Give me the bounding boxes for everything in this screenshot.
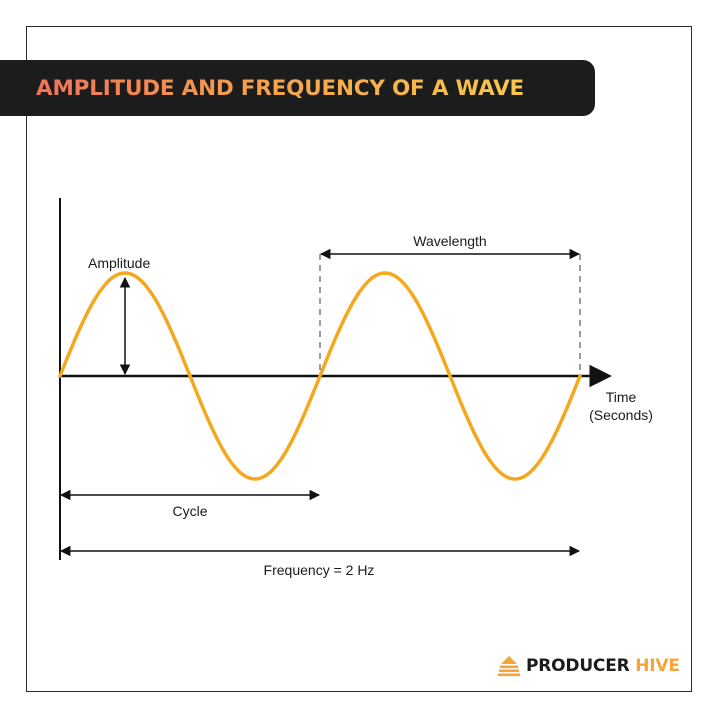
frequency-label: Frequency = 2 Hz [264, 562, 375, 578]
wavelength-label: Wavelength [413, 233, 486, 249]
cycle-label: Cycle [172, 503, 207, 519]
amplitude-label: Amplitude [88, 255, 150, 271]
page-title: AMPLITUDE AND FREQUENCY OF A WAVE [36, 75, 525, 101]
producer-hive-logo: PRODUCER HIVE [498, 654, 680, 678]
brand-name-accent: HIVE [635, 656, 680, 676]
sine-wave [58, 271, 582, 481]
time-axis-unit-label: (Seconds) [589, 407, 653, 423]
brand-name-primary: PRODUCER [526, 656, 630, 676]
brand-name: PRODUCER HIVE [526, 656, 680, 676]
time-axis-label: Time [606, 389, 637, 405]
title-banner: AMPLITUDE AND FREQUENCY OF A WAVE [0, 60, 595, 116]
hive-logo-icon [498, 656, 520, 677]
diagram-frame [26, 26, 692, 692]
